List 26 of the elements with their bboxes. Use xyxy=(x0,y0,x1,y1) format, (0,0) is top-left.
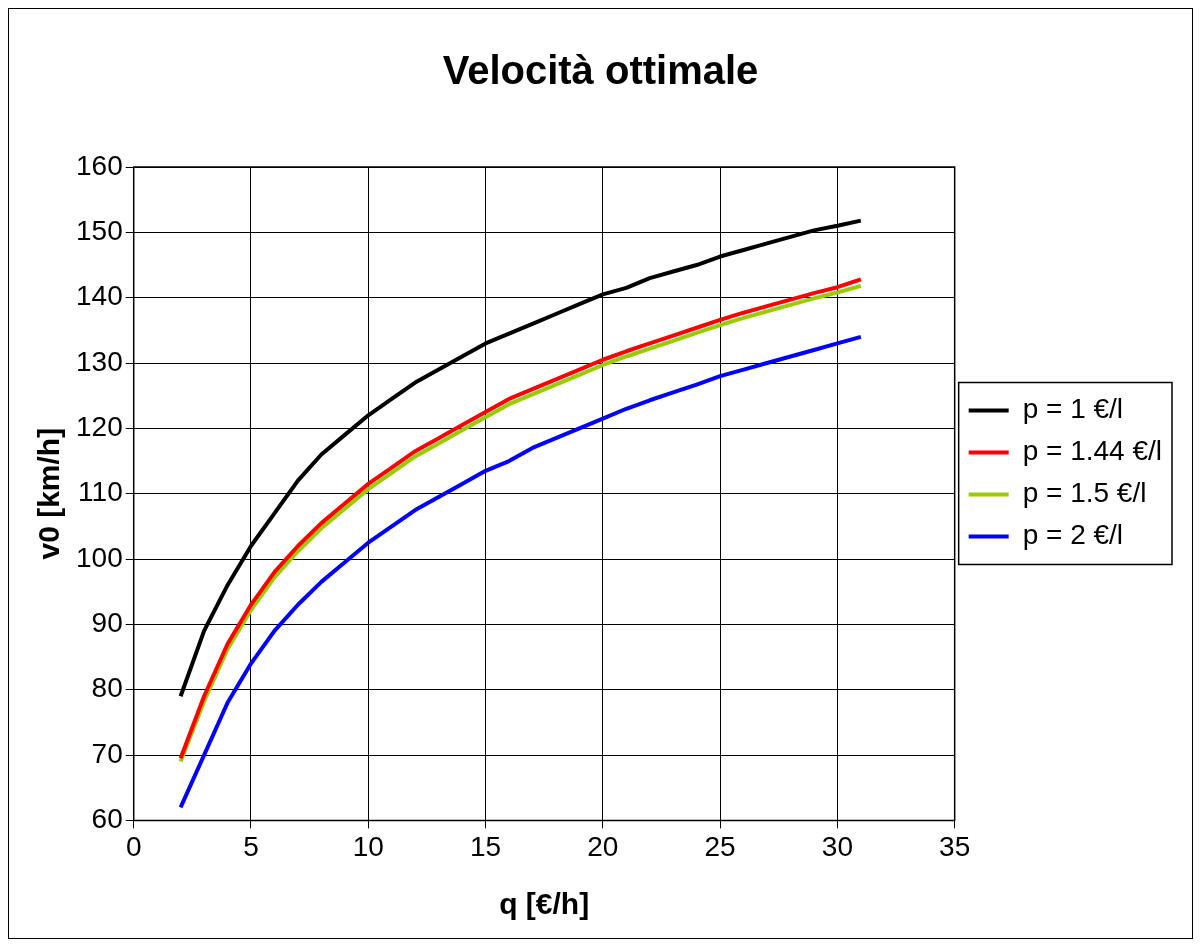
x-tick-label: 30 xyxy=(821,830,853,862)
y-tick-label: 90 xyxy=(91,607,123,639)
y-tick-label: 100 xyxy=(76,541,123,573)
x-axis-title: q [€/h] xyxy=(499,887,590,921)
chart-title: Velocità ottimale xyxy=(442,48,759,93)
y-axis-title: v0 [km/h] xyxy=(32,427,66,560)
legend-label: p = 2 €/l xyxy=(1022,519,1124,551)
y-tick-label: 60 xyxy=(91,803,123,835)
x-tick-label: 35 xyxy=(939,830,971,862)
y-tick-label: 140 xyxy=(76,280,123,312)
legend-label: p = 1.5 €/l xyxy=(1022,477,1147,509)
y-tick-label: 110 xyxy=(78,476,123,508)
x-tick-label: 10 xyxy=(352,830,384,862)
x-tick-label: 25 xyxy=(704,830,736,862)
legend-label: p = 1 €/l xyxy=(1022,393,1124,425)
y-tick-label: 150 xyxy=(76,215,123,247)
x-tick-label: 0 xyxy=(125,830,142,862)
y-tick-label: 120 xyxy=(76,411,123,443)
y-tick-label: 160 xyxy=(76,149,123,181)
x-tick-label: 15 xyxy=(469,830,502,862)
y-tick-label: 70 xyxy=(91,737,123,769)
legend-label: p = 1.44 €/l xyxy=(1022,435,1163,467)
x-tick-label: 20 xyxy=(587,830,619,862)
x-tick-label: 5 xyxy=(243,830,259,862)
y-tick-label: 80 xyxy=(91,672,123,704)
y-tick-label: 130 xyxy=(76,345,123,377)
